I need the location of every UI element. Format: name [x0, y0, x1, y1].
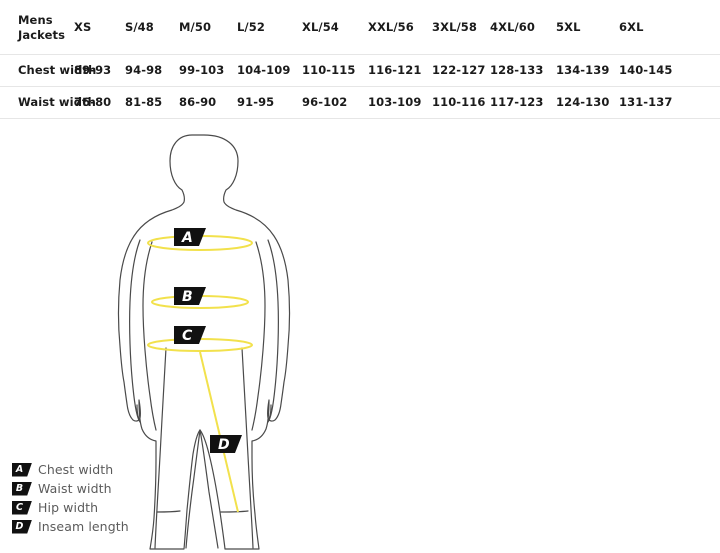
figure-svg: A B C D	[117, 134, 291, 550]
cell-chest-3xl58: 122-127	[432, 53, 490, 86]
legend-label-waist-width: Waist width	[38, 481, 112, 496]
legend-item-waist-width: B Waist width	[12, 479, 212, 498]
legend-item-hip-width: C Hip width	[12, 498, 212, 517]
column-header-6xl: 6XL	[619, 20, 644, 35]
cell-waist-m50: 86-90	[179, 85, 237, 119]
legend-badge-a-letter: A	[15, 463, 24, 475]
measurement-legend: A Chest width B Waist width C Hip width …	[12, 460, 212, 536]
marker-badge-c: C	[174, 326, 206, 344]
legend-badge-b-icon: B	[12, 481, 32, 496]
cell-waist-xs: 76-80	[74, 85, 125, 119]
legend-label-inseam-length: Inseam length	[38, 519, 129, 534]
marker-badge-b-shape	[174, 287, 206, 305]
column-header-xxl56: XXL/56	[368, 20, 414, 35]
legend-badge-d-letter: D	[15, 520, 24, 532]
legend-badge-c-letter: C	[16, 501, 23, 513]
legend-badge-c-shape	[12, 500, 32, 515]
table-head: Mens Jackets XS S/48 M/50 L/52 XL/54 XXL/…	[0, 0, 720, 54]
column-header-4xl60: 4XL/60	[490, 20, 535, 35]
marker-badge-a-shape	[174, 228, 206, 246]
cell-chest-6xl: 140-145	[619, 53, 720, 86]
legend-badge-a-icon: A	[12, 462, 32, 477]
legend-badge-d-icon: D	[12, 519, 32, 534]
legend-item-chest-width: A Chest width	[12, 460, 212, 479]
column-header-3xl58: 3XL/58	[432, 20, 477, 35]
column-header-xs: XS	[74, 20, 92, 35]
cell-waist-5xl: 124-130	[556, 85, 619, 119]
legend-badge-b-letter: B	[15, 482, 24, 494]
cell-waist-s48: 81-85	[125, 85, 179, 119]
marker-badge-c-shape	[174, 326, 206, 344]
marker-badge-b-letter: B	[182, 289, 193, 305]
table-header-row: Mens Jackets XS S/48 M/50 L/52 XL/54 XXL/…	[0, 0, 720, 54]
column-header-5xl: 5XL	[556, 20, 581, 35]
cell-chest-4xl60: 128-133	[490, 53, 556, 86]
cell-waist-3xl58: 110-116	[432, 85, 490, 119]
cell-chest-s48: 94-98	[125, 53, 179, 86]
cell-chest-xs: 89-93	[74, 53, 125, 86]
cell-chest-m50: 99-103	[179, 53, 237, 86]
marker-badge-c-letter: C	[182, 328, 193, 344]
size-chart-table: Mens Jackets XS S/48 M/50 L/52 XL/54 XXL/…	[0, 0, 720, 119]
cell-waist-xl54: 96-102	[302, 85, 368, 119]
cell-chest-xl54: 110-115	[302, 53, 368, 86]
marker-badge-b: B	[174, 287, 206, 305]
legend-item-inseam-length: D Inseam length	[12, 517, 212, 536]
column-header-category: Mens Jackets	[18, 12, 66, 42]
cell-chest-5xl: 134-139	[556, 53, 619, 86]
column-header-m50: M/50	[179, 20, 212, 35]
table-row: Chest width 89-93 94-98 99-103 104-109 1…	[0, 53, 720, 86]
legend-badge-a-shape	[12, 462, 32, 477]
marker-badge-d-letter: D	[218, 437, 230, 453]
marker-badge-a: A	[174, 228, 206, 246]
cell-waist-4xl60: 117-123	[490, 85, 556, 119]
row-label-chest-width: Chest width	[0, 53, 96, 86]
cell-waist-l52: 91-95	[237, 85, 302, 119]
legend-label-chest-width: Chest width	[38, 462, 114, 477]
column-header-l52: L/52	[237, 20, 265, 35]
body-outline	[117, 134, 291, 550]
legend-label-hip-width: Hip width	[38, 500, 99, 515]
legend-badge-c-icon: C	[12, 500, 32, 515]
cell-chest-xxl56: 116-121	[368, 53, 432, 86]
row-label-waist-width: Waist width	[0, 85, 96, 119]
column-header-s48: S/48	[125, 20, 154, 35]
cell-chest-l52: 104-109	[237, 53, 302, 86]
cell-waist-6xl: 131-137	[619, 85, 720, 119]
table-row: Waist width 76-80 81-85 86-90 91-95 96-1…	[0, 85, 720, 119]
legend-badge-b-shape	[12, 481, 32, 496]
cell-waist-xxl56: 103-109	[368, 85, 432, 119]
legend-badge-d-shape	[12, 519, 32, 534]
marker-badge-d: D	[210, 435, 242, 453]
marker-badge-a-letter: A	[181, 230, 193, 246]
body-measurement-diagram: A B C D	[0, 120, 720, 553]
table-body: Chest width 89-93 94-98 99-103 104-109 1…	[0, 53, 720, 119]
marker-badge-d-shape	[210, 435, 242, 453]
inseam-measure-line	[199, 351, 239, 513]
column-header-xl54: XL/54	[302, 20, 339, 35]
